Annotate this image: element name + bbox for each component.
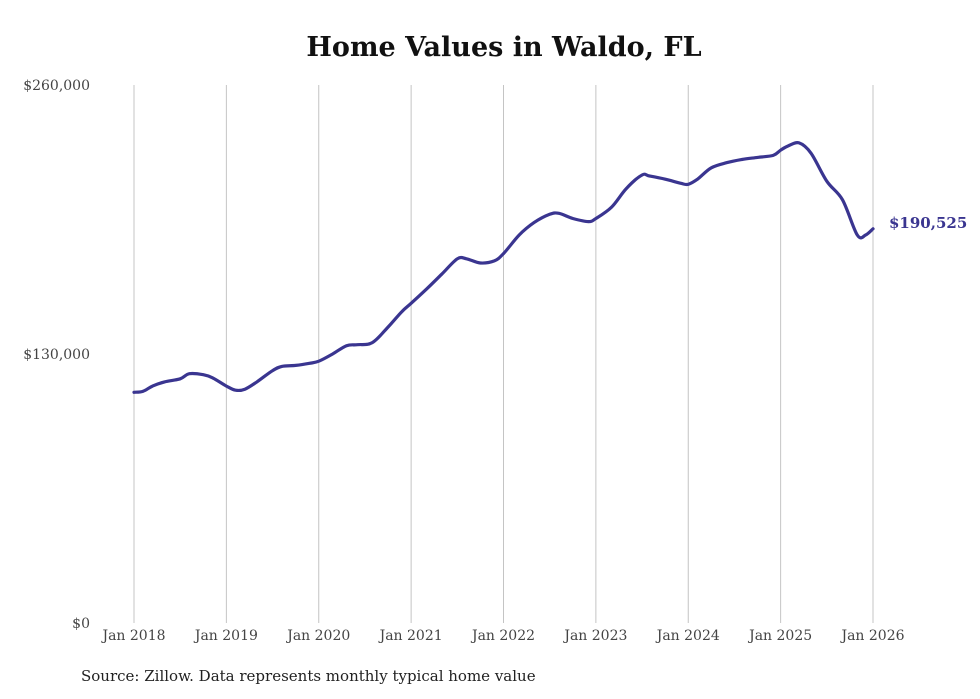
data-point	[425, 287, 428, 290]
x-tick-label: Jan 2019	[193, 628, 258, 644]
data-point	[772, 154, 775, 157]
data-point	[202, 373, 205, 376]
data-point	[211, 376, 214, 379]
data-point	[679, 182, 682, 185]
x-tick-label: Jan 2022	[470, 628, 535, 644]
data-point	[687, 183, 690, 186]
data-point	[400, 310, 403, 313]
data-point	[548, 213, 551, 216]
x-tick-label: Jan 2024	[655, 628, 720, 644]
y-tick-label: $0	[72, 616, 90, 632]
series-layer: $190,525	[132, 141, 967, 394]
x-axis-ticks: Jan 2018 Jan 2019 Jan 2020 Jan 2021 Jan 2022…	[100, 628, 904, 644]
data-point	[308, 362, 311, 365]
data-point	[502, 252, 505, 255]
data-point	[594, 217, 597, 220]
data-point	[493, 259, 496, 262]
data-point	[533, 221, 536, 224]
y-tick-label: $130,000	[23, 347, 90, 363]
data-point	[294, 364, 297, 367]
data-point	[557, 212, 560, 215]
data-point	[726, 161, 729, 164]
data-point	[280, 365, 283, 368]
series-line-0	[132, 141, 875, 394]
data-point	[371, 341, 374, 344]
data-point	[872, 227, 875, 230]
data-point	[756, 156, 759, 159]
data-point	[271, 369, 274, 372]
end-value-label: $190,525	[889, 214, 967, 232]
data-point	[798, 141, 801, 144]
data-point	[133, 391, 136, 394]
data-point	[179, 377, 182, 380]
y-tick-label: $260,000	[23, 78, 90, 94]
data-point	[740, 158, 743, 161]
source-note: Source: Zillow. Data represents monthly …	[81, 667, 536, 685]
data-point	[317, 360, 320, 363]
x-tick-label: Jan 2023	[562, 628, 627, 644]
x-tick-label: Jan 2018	[100, 628, 165, 644]
data-point	[356, 343, 359, 346]
data-point	[710, 166, 713, 169]
data-point	[234, 389, 237, 392]
data-point	[142, 390, 145, 393]
data-point	[664, 178, 667, 181]
data-point	[610, 206, 613, 209]
data-point	[345, 344, 348, 347]
data-point	[864, 234, 867, 237]
data-point	[440, 273, 443, 276]
data-point	[696, 178, 699, 181]
data-point	[331, 353, 334, 356]
chart-title: Home Values in Waldo, FL	[306, 32, 702, 63]
data-point	[479, 262, 482, 265]
data-point	[456, 257, 459, 260]
x-tick-label: Jan 2026	[839, 628, 904, 644]
data-point	[648, 175, 651, 178]
data-point	[825, 180, 828, 183]
data-point	[151, 385, 154, 388]
data-point	[465, 257, 468, 260]
y-axis-ticks: $0 $130,000 $260,000	[23, 78, 90, 632]
data-point	[387, 326, 390, 329]
data-point	[587, 220, 590, 223]
data-point	[625, 187, 628, 190]
data-point	[810, 152, 813, 155]
data-point	[518, 234, 521, 237]
grid-lines	[133, 85, 874, 623]
data-point	[188, 372, 191, 375]
data-point	[779, 149, 782, 152]
data-point	[243, 388, 246, 391]
data-point	[410, 302, 413, 305]
data-point	[787, 145, 790, 148]
data-point	[641, 174, 644, 177]
x-tick-label: Jan 2020	[285, 628, 350, 644]
x-tick-label: Jan 2021	[378, 628, 443, 644]
data-point	[225, 385, 228, 388]
data-point	[163, 380, 166, 383]
data-point	[841, 198, 844, 201]
data-point	[255, 380, 258, 383]
x-tick-label: Jan 2025	[747, 628, 812, 644]
data-point	[571, 217, 574, 220]
data-point	[856, 234, 859, 237]
